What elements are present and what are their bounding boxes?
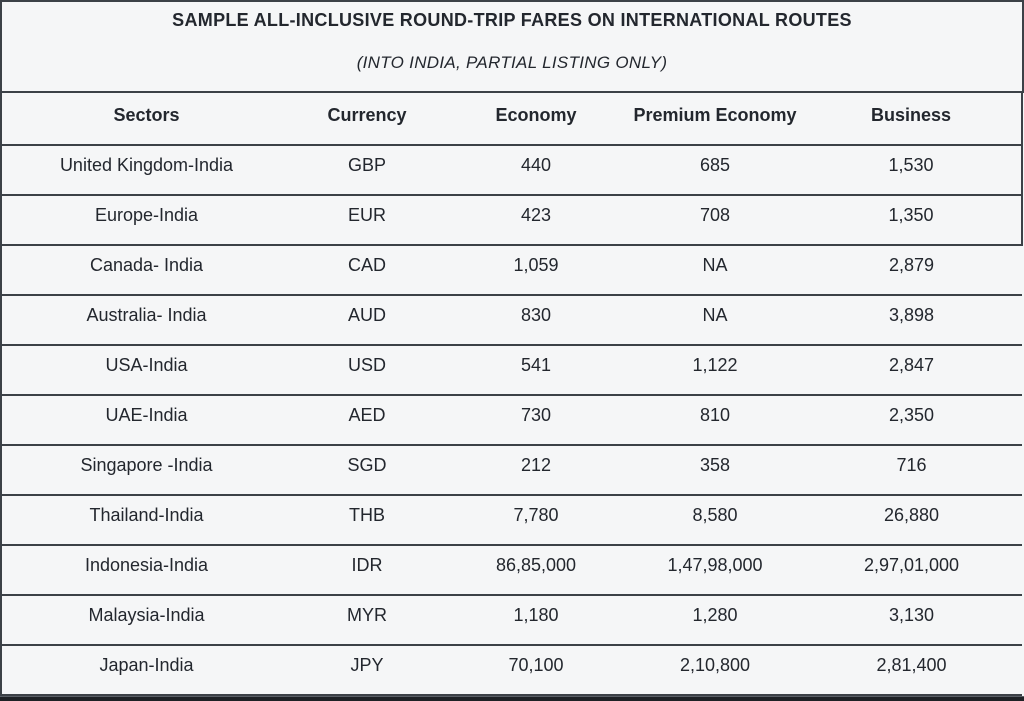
currency-cell: IDR [351,555,383,575]
table-row: Singapore -India SGD 212 358 716 [0,445,1022,495]
column-header-premium-economy: Premium Economy [633,105,797,125]
fares-table-body: United Kingdom-India GBP 440 685 1,530 Europe… [0,145,1023,695]
currency-cell: JPY [350,655,384,675]
sector-cell: Japan-India [0,645,291,695]
currency-cell: SGD [347,455,387,475]
economy-fare-cell: 212 [520,455,552,475]
currency-cell: EUR [347,205,386,225]
currency-cell: MYR [347,605,387,625]
premium-economy-fare-cell: 2,10,800 [679,655,751,675]
currency-cell: USD [347,355,386,375]
business-fare-cell: 3,130 [888,605,935,625]
currency-cell: THB [349,505,385,525]
currency-cell: GBP [347,155,386,175]
economy-fare-cell: 423 [520,205,552,225]
fares-table: Sectors Currency Economy Premium Economy… [0,93,1023,696]
business-fare-cell: 2,879 [888,255,935,275]
sector-cell: UAE-India [0,395,291,445]
sector-cell: Malaysia-India [0,595,291,645]
table-title-block: SAMPLE ALL-INCLUSIVE ROUND-TRIP FARES ON… [0,0,1024,93]
premium-economy-fare-cell: 358 [699,455,731,475]
business-fare-cell: 26,880 [883,505,940,525]
table-row: Canada- India CAD 1,059 NA 2,879 [0,245,1022,295]
header-row: Sectors Currency Economy Premium Economy… [0,93,1023,145]
business-fare-cell: 1,350 [801,195,1023,245]
business-fare-cell: 2,97,01,000 [863,555,960,575]
currency-cell: CAD [347,255,386,275]
column-header-economy: Economy [495,105,577,125]
economy-fare-cell: 7,780 [513,505,559,525]
table-subtitle: (INTO INDIA, PARTIAL LISTING ONLY) [356,53,668,72]
bottom-border-bar [0,696,1024,701]
sector-cell: Canada- India [0,245,291,295]
economy-fare-cell: 440 [520,155,552,175]
sector-cell: USA-India [0,345,291,395]
economy-fare-cell: 1,059 [513,255,559,275]
business-fare-cell: 1,530 [801,145,1023,195]
table-row: Australia- India AUD 830 NA 3,898 [0,295,1022,345]
currency-cell: AUD [347,305,386,325]
column-header-business: Business [801,93,1023,145]
business-fare-cell: 2,350 [888,405,935,425]
economy-fare-cell: 70,100 [508,655,564,675]
premium-economy-fare-cell: 1,280 [692,605,738,625]
table-row: UAE-India AED 730 810 2,350 [0,395,1022,445]
premium-economy-fare-cell: NA [702,305,728,325]
economy-fare-cell: 830 [520,305,552,325]
sector-cell: Australia- India [0,295,291,345]
premium-economy-fare-cell: 810 [699,405,731,425]
economy-fare-cell: 1,180 [513,605,559,625]
currency-cell: AED [348,405,386,425]
economy-fare-cell: 541 [520,355,552,375]
column-header-currency: Currency [327,105,407,125]
sector-cell: Thailand-India [0,495,291,545]
business-fare-cell: 3,898 [888,305,935,325]
business-fare-cell: 2,81,400 [876,655,947,675]
table-row: United Kingdom-India GBP 440 685 1,530 [0,145,1023,195]
sector-cell: Europe-India [0,195,291,245]
table-row: Japan-India JPY 70,100 2,10,800 2,81,400 [0,645,1022,695]
table-row: Malaysia-India MYR 1,180 1,280 3,130 [0,595,1022,645]
table-row: USA-India USD 541 1,122 2,847 [0,345,1022,395]
business-fare-cell: 2,847 [888,355,935,375]
premium-economy-fare-cell: NA [702,255,728,275]
fares-table-header: Sectors Currency Economy Premium Economy… [0,93,1023,145]
table-row: Thailand-India THB 7,780 8,580 26,880 [0,495,1022,545]
premium-economy-fare-cell: 685 [699,155,731,175]
table-row: Indonesia-India IDR 86,85,000 1,47,98,000 2,… [0,545,1022,595]
column-header-sectors: Sectors [0,93,291,145]
premium-economy-fare-cell: 1,122 [692,355,738,375]
table-title: SAMPLE ALL-INCLUSIVE ROUND-TRIP FARES ON… [172,10,852,30]
economy-fare-cell: 86,85,000 [495,555,577,575]
premium-economy-fare-cell: 8,580 [692,505,738,525]
premium-economy-fare-cell: 708 [699,205,731,225]
economy-fare-cell: 730 [520,405,552,425]
table-row: Europe-India EUR 423 708 1,350 [0,195,1023,245]
sector-cell: Singapore -India [0,445,291,495]
sector-cell: Indonesia-India [0,545,291,595]
sector-cell: United Kingdom-India [0,145,291,195]
premium-economy-fare-cell: 1,47,98,000 [667,555,763,575]
business-fare-cell: 716 [896,455,927,475]
